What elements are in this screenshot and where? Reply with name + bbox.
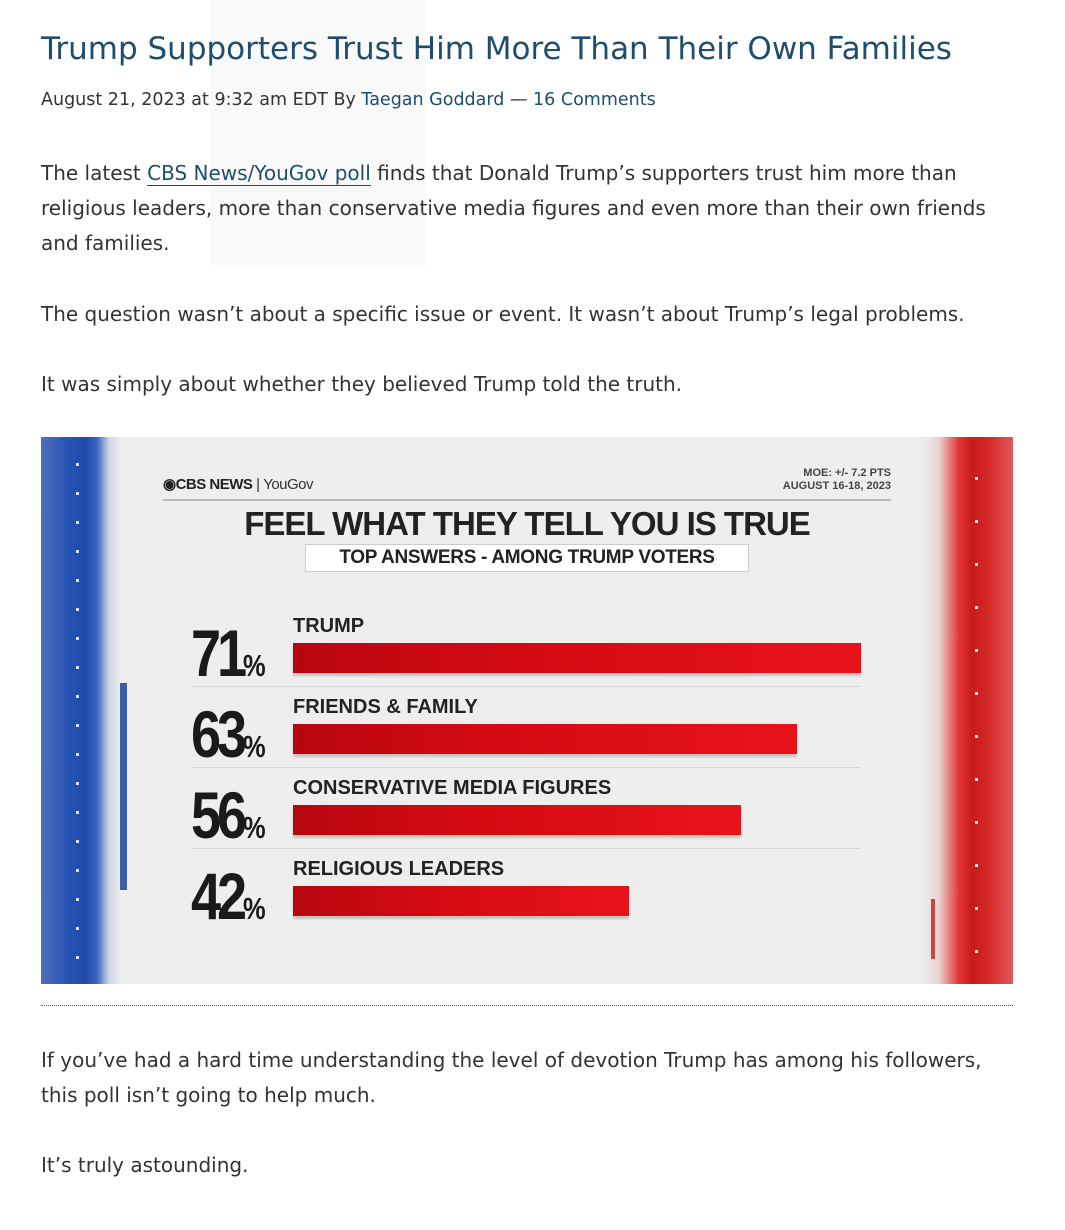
blue-rail-dots <box>76 437 79 984</box>
value-label: 42% <box>191 863 266 942</box>
poll-link[interactable]: CBS News/YouGov poll <box>147 161 371 186</box>
poll-graphic: ◉CBS NEWS | YouGov MOE: +/- 7.2 PTS AUGU… <box>41 437 1013 984</box>
article-meta: August 21, 2023 at 9:32 am EDT By Taegan… <box>41 88 1024 112</box>
category-label: TRUMP <box>293 615 365 637</box>
value-label: 63% <box>191 701 266 780</box>
blue-accent-bar <box>120 683 127 890</box>
graphic-brand: ◉CBS NEWS | YouGov <box>163 475 314 493</box>
bar <box>293 886 629 916</box>
comments-link[interactable]: 16 Comments <box>533 90 656 110</box>
article: Trump Supporters Trust Him More Than The… <box>41 31 1024 1177</box>
background-panel <box>210 0 426 265</box>
value-number: 56 <box>191 778 247 852</box>
value-number: 42 <box>191 859 247 933</box>
category-label: FRIENDS & FAMILY <box>293 696 478 718</box>
author-link[interactable]: Taegan Goddard <box>361 90 505 110</box>
meta-dash: — <box>509 90 528 110</box>
article-title[interactable]: Trump Supporters Trust Him More Than The… <box>41 31 952 67</box>
bar <box>293 643 861 673</box>
value-unit: % <box>243 810 266 845</box>
chart-row: 63% FRIENDS & FAMILY <box>41 696 1013 781</box>
category-label: RELIGIOUS LEADERS <box>293 858 505 880</box>
blue-rail <box>41 437 121 984</box>
value-label: 71% <box>191 620 266 699</box>
value-unit: % <box>243 729 266 764</box>
dotted-divider <box>41 1005 1013 1006</box>
yougov-label: YouGov <box>263 476 314 493</box>
category-label: CONSERVATIVE MEDIA FIGURES <box>293 777 612 799</box>
value-unit: % <box>243 648 266 683</box>
brand-separator: | <box>256 476 260 493</box>
paragraph-intro-start: The latest <box>41 161 148 185</box>
header-rule <box>163 499 891 501</box>
post-date: August 21, 2023 at 9:32 am EDT <box>41 90 328 110</box>
paragraph-question: The question wasn’t about a specific iss… <box>41 302 965 326</box>
chart-bars: 71% TRUMP 63% FRIENDS & FAMILY 56% CONSERVATI… <box>41 437 1013 984</box>
paragraph-truth: It was simply about whether they believe… <box>41 372 683 396</box>
bar <box>293 724 797 754</box>
value-label: 56% <box>191 782 266 861</box>
margin-of-error: MOE: +/- 7.2 PTS AUGUST 16-18, 2023 <box>783 467 891 493</box>
byline-by: By <box>333 90 356 110</box>
red-rail-dots <box>975 437 978 984</box>
chart-row: 56% CONSERVATIVE MEDIA FIGURES <box>41 777 1013 862</box>
survey-dates: AUGUST 16-18, 2023 <box>782 480 891 492</box>
chart-subtitle: TOP ANSWERS - AMONG TRUMP VOTERS <box>305 544 749 572</box>
value-unit: % <box>243 891 266 926</box>
cbs-eye-icon: ◉ <box>163 476 176 493</box>
row-separator <box>191 767 861 768</box>
paragraph-intro: The latest CBS News/YouGov poll finds th… <box>41 156 1024 261</box>
value-number: 63 <box>191 697 247 771</box>
chart-title: FEEL WHAT THEY TELL YOU IS TRUE <box>244 505 811 542</box>
red-rail <box>923 437 1013 984</box>
row-separator <box>191 686 861 687</box>
moe-label: MOE: +/- 7.2 PTS <box>803 467 891 479</box>
chart-row: 71% TRUMP <box>41 615 1013 700</box>
chart-row: 42% RELIGIOUS LEADERS <box>41 858 1013 943</box>
bar <box>293 805 741 835</box>
cbs-news-label: CBS NEWS <box>175 476 253 493</box>
paragraph-intro-end: finds that Donald Trump’s supporters tru… <box>41 161 986 255</box>
row-separator <box>191 848 861 849</box>
red-accent-bar <box>931 899 935 959</box>
value-number: 71 <box>191 616 247 690</box>
paragraph-devotion: If you’ve had a hard time understanding … <box>41 1048 982 1107</box>
paragraph-astounding: It’s truly astounding. <box>41 1153 249 1177</box>
